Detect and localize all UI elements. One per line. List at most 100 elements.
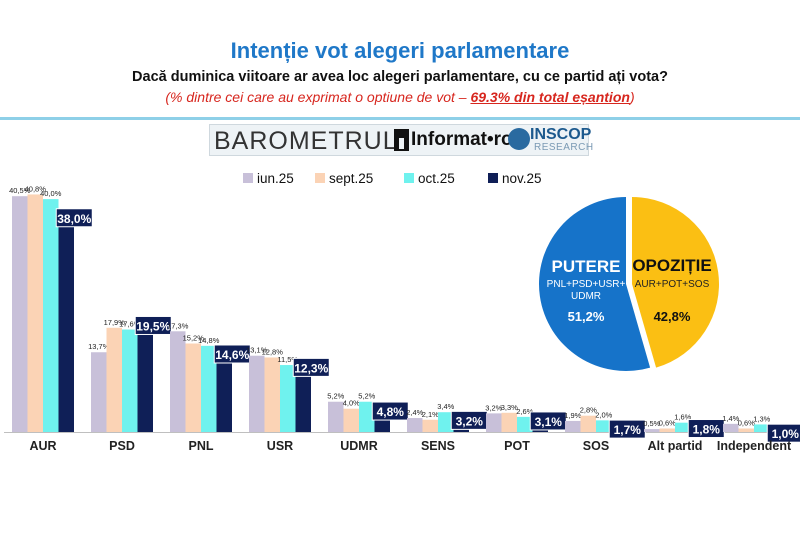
data-label-alt-partid-sept-25: 0,6% xyxy=(659,419,676,428)
bar-aur-nov-25 xyxy=(58,210,74,432)
legend-label-nov-25: nov.25 xyxy=(502,171,542,186)
data-label-box-independent-nov-25 xyxy=(766,423,800,443)
data-label-usr-nov-25: 12,3% xyxy=(294,361,328,375)
opozitie-label: OPOZIȚIE xyxy=(632,256,712,275)
bar-pnl-sept-25 xyxy=(185,343,201,432)
informat-logo-icon xyxy=(394,129,409,151)
x-tick-label-aur: AUR xyxy=(29,439,56,453)
bar-pnl-nov-25 xyxy=(216,346,232,432)
data-label-box-psd-nov-25 xyxy=(134,315,172,335)
bar-independent-sept-25 xyxy=(738,428,754,432)
bar-udmr-oct-25 xyxy=(359,401,375,432)
x-tick-label-usr: USR xyxy=(267,439,293,453)
legend-swatch-oct-25 xyxy=(404,173,414,183)
data-label-psd-sept-25: 17,9% xyxy=(104,318,126,327)
legend-swatch-sept-25 xyxy=(315,173,325,183)
data-label-alt-partid-iun-25: 0,5% xyxy=(643,419,660,428)
putere-label: PUTERE xyxy=(551,257,621,276)
data-label-alt-partid-nov-25: 1,8% xyxy=(693,423,721,437)
legend-swatch-nov-25 xyxy=(488,173,498,183)
bar-aur-sept-25 xyxy=(27,194,43,432)
bar-usr-oct-25 xyxy=(280,365,296,432)
x-tick-label-sos: SOS xyxy=(583,439,609,453)
sample-note-highlight: 69.3% din total eșantion xyxy=(470,89,630,105)
opozitie-parties: AUR+POT+SOS xyxy=(634,279,710,290)
data-label-udmr-sept-25: 4,0% xyxy=(343,399,360,408)
opozitie-value: 42,8% xyxy=(653,309,691,324)
bar-pnl-iun-25 xyxy=(170,331,186,432)
x-tick-label-independent: Independent xyxy=(717,439,792,453)
data-label-independent-oct-25: 1,3% xyxy=(753,414,770,423)
data-label-aur-oct-25: 40,0% xyxy=(40,189,62,198)
bar-sos-iun-25 xyxy=(565,420,581,432)
bar-psd-iun-25 xyxy=(91,352,107,432)
data-label-box-udmr-nov-25 xyxy=(371,401,409,421)
bar-udmr-sept-25 xyxy=(343,408,359,432)
data-label-sens-iun-25: 2,4% xyxy=(406,408,423,417)
data-label-box-usr-nov-25 xyxy=(292,357,330,377)
data-label-independent-nov-25: 1,0% xyxy=(772,427,800,441)
data-label-psd-oct-25: 17,6% xyxy=(119,320,141,329)
data-label-aur-iun-25: 40,5% xyxy=(9,186,31,195)
data-label-pnl-iun-25: 17,3% xyxy=(167,321,189,330)
data-label-udmr-oct-25: 5,2% xyxy=(358,392,375,401)
logo-bar: BAROMETRUL Informat•ro INSCOP RESEARCH xyxy=(209,124,593,156)
barometrul-logo: BAROMETRUL xyxy=(214,127,398,155)
putere-value: 51,2% xyxy=(567,309,605,324)
data-label-udmr-nov-25: 4,8% xyxy=(377,405,405,419)
data-label-independent-sept-25: 0,6% xyxy=(738,419,755,428)
bar-alt-partid-oct-25 xyxy=(675,422,691,432)
data-label-usr-oct-25: 11,5% xyxy=(277,355,298,364)
data-label-psd-nov-25: 19,5% xyxy=(136,319,170,333)
informat-logo: Informat•ro xyxy=(411,129,513,150)
bar-pot-sept-25 xyxy=(501,412,517,432)
sample-note-prefix: (% dintre cei care au exprimat o optiune… xyxy=(165,89,471,105)
inscop-logo-icon xyxy=(508,128,530,150)
data-label-pnl-sept-25: 15,2% xyxy=(183,334,205,343)
bar-pot-iun-25 xyxy=(486,413,502,432)
data-label-udmr-iun-25: 5,2% xyxy=(327,392,344,401)
data-label-aur-nov-25: 38,0% xyxy=(57,212,91,226)
data-label-sos-oct-25: 2,0% xyxy=(595,410,612,419)
bar-usr-sept-25 xyxy=(264,357,280,432)
pie-slice-putere xyxy=(538,197,651,371)
inscop-research-logo: RESEARCH xyxy=(534,142,594,153)
bar-aur-oct-25 xyxy=(43,199,59,432)
legend-label-sept-25: sept.25 xyxy=(329,171,373,186)
data-label-pnl-oct-25: 14,8% xyxy=(198,336,220,345)
data-label-box-aur-nov-25 xyxy=(55,208,93,228)
data-label-usr-iun-25: 13,1% xyxy=(246,346,268,355)
data-label-independent-iun-25: 1,4% xyxy=(722,414,739,423)
bar-independent-oct-25 xyxy=(754,424,770,432)
sample-note-suffix: ) xyxy=(629,89,635,105)
data-label-aur-sept-25: 40,8% xyxy=(25,184,47,193)
sample-note: (% dintre cei care au exprimat o optiune… xyxy=(0,89,800,105)
header-divider xyxy=(0,117,800,120)
legend-label-iun-25: iun.25 xyxy=(257,171,294,186)
data-label-pot-oct-25: 2,6% xyxy=(516,407,533,416)
bar-sos-sept-25 xyxy=(580,415,596,432)
legend-swatch-iun-25 xyxy=(243,173,253,183)
data-label-psd-iun-25: 13,7% xyxy=(88,342,110,351)
x-tick-label-pnl: PNL xyxy=(189,439,214,453)
bar-psd-nov-25 xyxy=(137,318,153,432)
data-label-usr-sept-25: 12,8% xyxy=(262,347,284,356)
bar-sens-iun-25 xyxy=(407,418,423,432)
bar-alt-partid-iun-25 xyxy=(644,429,660,432)
data-label-pot-sept-25: 3,3% xyxy=(501,403,518,412)
bar-alt-partid-sept-25 xyxy=(659,428,675,432)
bar-sens-sept-25 xyxy=(422,419,438,432)
inscop-logo: INSCOP xyxy=(530,126,592,143)
bar-udmr-iun-25 xyxy=(328,401,344,432)
bar-independent-iun-25 xyxy=(723,423,739,432)
data-label-pnl-nov-25: 14,6% xyxy=(215,348,249,362)
x-tick-label-alt-partid: Alt partid xyxy=(648,439,703,453)
data-label-sos-nov-25: 1,7% xyxy=(614,423,642,437)
putere-parties: PNL+PSD+USR+ UDMR xyxy=(546,279,626,302)
bar-psd-oct-25 xyxy=(122,329,138,432)
bar-psd-sept-25 xyxy=(106,327,122,432)
data-label-pot-nov-25: 3,1% xyxy=(535,415,563,429)
pie-slice-opozitie xyxy=(632,197,720,368)
